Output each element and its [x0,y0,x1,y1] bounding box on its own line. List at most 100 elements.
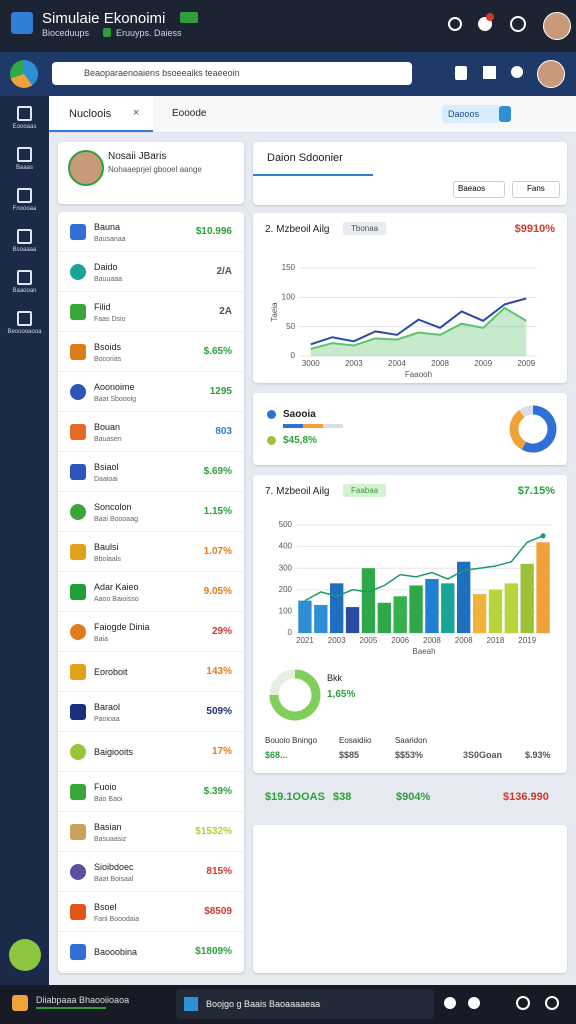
list-row[interactable]: Fuoio Bao Baoi $.39% [58,772,244,812]
x-tick-label: 2006 [391,636,409,645]
list-row[interactable]: Aoonoime Baat Sboooig 1295 [58,372,244,412]
bar [298,600,312,633]
avatar[interactable] [537,60,565,88]
button[interactable]: Fans [512,181,560,198]
item-sub: Faas Dsio [94,316,126,323]
list-row[interactable]: Adar Kaieo Aaoo Baioisso 9.05% [58,572,244,612]
search-field[interactable]: Beaoparaenoaiens bsoeeaiks teaeeoin [52,62,412,85]
nav-icon[interactable] [455,66,467,80]
item-name: Faiogde Dinia [94,622,150,632]
item-name: Fuoio [94,782,117,792]
tray-icon[interactable] [516,996,530,1010]
stat-value: $$53% [395,750,424,760]
item-value: 1.15% [203,506,232,517]
task-item[interactable]: Boojgo g Baais Baoaaaaeaa [176,989,434,1019]
panel-title: Daion Sdoonier [267,152,343,164]
list-icon [70,744,86,760]
badge [180,12,198,23]
list-row[interactable]: Bauna Bausanaa $10.996 [58,212,244,252]
item-sub: Basuaasiz [94,836,127,843]
list-icon [70,704,86,720]
sidebar-icon[interactable] [17,106,32,121]
bar [377,602,391,633]
sidebar-icon[interactable] [17,229,32,244]
item-value: 1295 [209,386,232,397]
tray-icon[interactable] [468,997,480,1009]
list-row[interactable]: Baooobina $1809% [58,932,244,972]
start-icon[interactable] [12,995,28,1011]
x-tick-label: 2009 [517,359,535,368]
bar [393,596,407,633]
summary-ring [269,669,321,721]
tray-icon[interactable] [545,996,559,1010]
settings-icon[interactable] [448,17,462,31]
list-row[interactable]: Basian Basuaasiz $1532% [58,812,244,852]
avatar[interactable] [543,12,571,40]
x-axis-label: Baeah [412,647,435,656]
list-icon [70,464,86,480]
bar [488,589,503,633]
home-icon[interactable] [483,66,496,79]
tab-label[interactable]: Eooode [172,108,207,119]
list-row[interactable]: Sioibdoec Baat Boisaal 815% [58,852,244,892]
item-sub: Paoioaa [94,716,120,723]
fab[interactable] [9,939,41,971]
list-row[interactable]: Bsoids Bocorias $.65% [58,332,244,372]
task-label: Boojgo g Baais Baoaaaaeaa [206,999,321,1009]
sidebar-label: Baaas [15,165,33,171]
gear-icon[interactable] [511,66,523,78]
sidebar-icon[interactable] [17,188,32,203]
item-name: Adar Kaieo [94,582,139,592]
donut-segment [269,669,321,721]
item-value: $.69% [203,466,232,477]
stat-value: $$85 [339,750,360,760]
list-row[interactable]: Baigiooits 17% [58,732,244,772]
list-row[interactable]: Baulsi Bbolaals 1.07% [58,532,244,572]
list-row[interactable]: Bsiaol Daaioai $.69% [58,452,244,492]
list-icon [70,784,86,800]
tab-close[interactable]: × [133,107,140,119]
sidebar-icon[interactable] [17,147,32,162]
list-row[interactable]: Faiogde Dinia Baia 29% [58,612,244,652]
sidebar: Eoooaas Baaas Fnoooaa Bsoaaaa Baaooan Beooooa… [0,96,49,985]
list-row[interactable]: Bouan Bauasen 803 [58,412,244,452]
list-icon [70,624,86,640]
list-icon [70,224,86,240]
profile-card: Nosaii JBaris Nohaaeprjel gbooel aange [58,142,244,204]
y-tick-label: 500 [279,520,293,529]
tab-button[interactable]: Daooos [442,105,500,123]
list-row[interactable]: Baraol Paoioaa 509% [58,692,244,732]
list-row[interactable]: Bsoel Fanl Booodaia $8509 [58,892,244,932]
list-icon [70,664,86,680]
task-icon [184,997,198,1011]
line-chart: 0 50 100 150 3000 2003 2004 2008 2009 2009 Faaooh T… [270,263,537,379]
list-icon [70,824,86,840]
logo [10,60,38,88]
stat-total: $38 [333,791,352,803]
sidebar-icon[interactable] [17,270,32,285]
donut-chart [509,405,557,453]
list-row[interactable]: Filid Faas Dsio 2A [58,292,244,332]
help-icon[interactable] [510,16,526,32]
sidebar-icon[interactable] [17,311,32,326]
y-tick-label: 200 [279,585,293,594]
button[interactable]: Baeaos [453,181,505,198]
shield [103,28,111,37]
item-sub: Daaioai [94,476,118,483]
bar [457,561,471,633]
sidebar-label: Fnoooaa [12,206,37,212]
sidebar-label: Bsoaaaa [12,247,37,253]
area [310,307,527,356]
bar-chart: 0 100 200 300 400 500 2021 2003 2005 2006 2008 2008… [279,520,551,656]
list-row[interactable]: Eoroboit 143% [58,652,244,692]
list-row[interactable]: Soncolon Baai Boooaag 1.15% [58,492,244,532]
app-title: Simulaie Ekonoimi [42,10,166,27]
stat-value: 3S0Goan [463,750,503,760]
tray-icon[interactable] [444,997,456,1009]
dropdown[interactable] [499,106,511,122]
item-name: Baooobina [94,947,138,957]
tab[interactable]: Nucloois × [49,96,153,132]
list-row[interactable]: Daido Bauuaaa 2/A [58,252,244,292]
chart-tag-label: Faabaa [351,486,379,495]
item-value: 143% [206,666,232,677]
